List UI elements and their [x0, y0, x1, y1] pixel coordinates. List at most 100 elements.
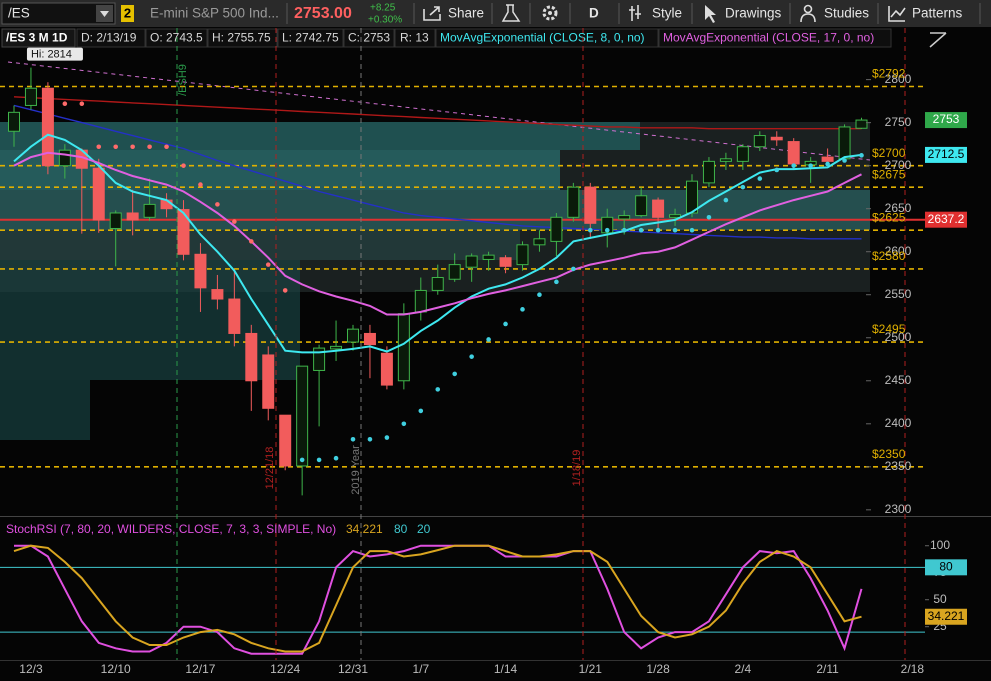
study-line — [13, 544, 862, 653]
price-badge — [925, 608, 967, 625]
sar-dot — [367, 436, 373, 442]
x-tick-label: 1/21 — [579, 662, 603, 676]
sar-dot — [740, 184, 746, 190]
settings-button[interactable] — [542, 5, 558, 21]
aggregation[interactable]: D — [589, 6, 599, 21]
high-callout — [26, 47, 83, 61]
candle-body — [499, 257, 512, 267]
symbol-box[interactable] — [1, 2, 116, 25]
sar-dot — [825, 161, 830, 167]
candle-body — [143, 203, 156, 218]
sar-dot — [757, 176, 763, 181]
y-tick-label: 100 — [930, 538, 950, 552]
y-tick-label: 2800 — [885, 72, 912, 86]
candle-body — [347, 328, 359, 343]
drawings-button[interactable]: Drawings — [705, 5, 782, 23]
high-callout-label: Hi: 2814 — [31, 48, 72, 60]
sar-dot — [113, 144, 118, 150]
header-row: /ES 3 M 1D D: 2/13/19 O: 2743.5 H: 2755.… — [1, 28, 947, 48]
patterns-label[interactable]: Patterns — [912, 6, 963, 21]
style-label[interactable]: Style — [652, 6, 682, 21]
symbol[interactable]: /ES — [8, 6, 30, 21]
price-badge — [925, 146, 967, 163]
study-box — [658, 28, 892, 48]
readout-box — [277, 28, 344, 48]
sar-dot — [418, 408, 424, 414]
y-tick-label: 2450 — [885, 373, 912, 387]
candle-body — [8, 111, 20, 132]
candle-body — [58, 149, 71, 167]
x-tick-label: 1/28 — [646, 662, 670, 676]
candle-body — [109, 212, 122, 229]
sar-dot — [198, 182, 203, 187]
price-level-label: $2675 — [872, 167, 906, 181]
chart-label-box — [1, 28, 76, 48]
link-badge[interactable] — [121, 5, 134, 22]
y-tick-label: 2400 — [885, 416, 912, 430]
study-line — [13, 96, 862, 130]
candle-body — [482, 254, 495, 260]
study-readout: 20 — [417, 522, 431, 536]
candle-body — [533, 238, 546, 246]
price-badge-label: 2637.2 — [928, 212, 965, 226]
sar-dot — [588, 227, 593, 233]
ema17-label: MovAvgExponential (CLOSE, 17, 0, no) — [663, 31, 874, 45]
candle-body — [414, 289, 427, 313]
candle-body — [753, 135, 766, 148]
drawings-label[interactable]: Drawings — [725, 6, 782, 21]
candle-body — [821, 156, 834, 162]
sar-dot — [537, 292, 542, 298]
sar-dot — [147, 144, 152, 150]
profile-bar — [0, 122, 640, 150]
x-tick-label: 12/10 — [101, 662, 131, 676]
candle-body — [245, 332, 258, 382]
x-tick-label: 1/7 — [412, 662, 429, 676]
x-tick-label: 12/31 — [338, 662, 368, 676]
sar-dot — [384, 435, 390, 440]
price-badge-label: 80 — [939, 560, 953, 574]
patterns-button[interactable]: Patterns — [888, 6, 963, 22]
dropdown-arrow — [100, 11, 109, 17]
drawing-tool-icon[interactable] — [929, 32, 947, 48]
candle-body — [601, 216, 614, 234]
sar-dot — [164, 144, 169, 150]
share-button[interactable]: Share — [423, 6, 484, 21]
trend-line — [7, 61, 871, 161]
sar-dot — [401, 421, 407, 427]
studies-button[interactable]: Studies — [800, 4, 869, 23]
candle-body — [550, 216, 563, 242]
price-badge-label: 2753 — [933, 112, 960, 126]
y-tick-label: 2300 — [885, 502, 912, 516]
candle-body — [330, 345, 343, 350]
candle-body — [855, 119, 868, 129]
study-box — [435, 28, 659, 48]
share-icon — [423, 6, 441, 21]
sar-dot — [232, 219, 237, 224]
gear-icon — [542, 5, 558, 21]
gear-hub — [548, 11, 552, 15]
link-group: 2 — [124, 5, 131, 20]
study-line — [13, 133, 862, 354]
candle-body — [516, 244, 529, 266]
sar-dot — [282, 288, 288, 293]
y-tick-label: 2350 — [885, 459, 912, 473]
price-badge — [925, 211, 967, 228]
study-readout: 34.221 — [346, 522, 383, 536]
candle-body — [618, 215, 631, 220]
share-label[interactable]: Share — [448, 6, 484, 21]
period-label: /ESH9 — [177, 64, 189, 96]
style-button[interactable]: Style — [629, 5, 682, 21]
studies-icon — [800, 13, 816, 23]
price-panel — [0, 67, 925, 496]
sar-dot — [859, 153, 864, 158]
y-tick-label: 50 — [933, 592, 947, 606]
study-title: StochRSI (7, 80, 20, WILDERS, CLOSE, 7, … — [6, 522, 336, 536]
candle-body — [92, 167, 105, 221]
candle-body — [194, 253, 207, 289]
close-readout: C: 2753 — [348, 31, 390, 45]
price-level-label: $2700 — [872, 146, 906, 160]
studies-label[interactable]: Studies — [824, 6, 869, 21]
flask-button[interactable] — [501, 4, 521, 22]
sar-dot — [604, 227, 610, 233]
study-line — [13, 151, 862, 316]
